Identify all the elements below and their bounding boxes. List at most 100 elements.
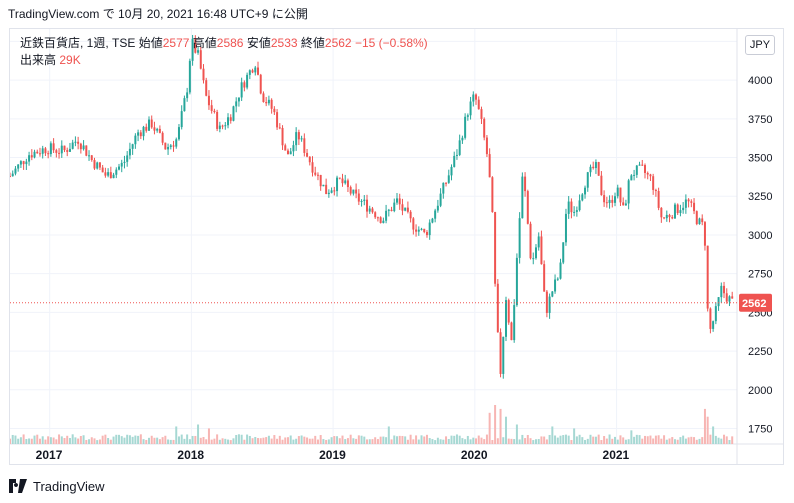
candle-body [698,218,701,225]
volume-bar [379,436,382,444]
volume-bar [191,435,194,444]
candle-body [88,155,91,157]
candle-body [368,208,371,212]
volume-bar [306,437,309,444]
volume-bar [357,435,360,444]
candle-body [646,172,649,175]
volume-bar [10,438,11,444]
volume-bar [311,438,314,444]
y-tick-label: 3500 [748,153,772,165]
low-value: 2533 [270,36,298,50]
candle-body [292,145,295,152]
volume-bar [55,439,58,444]
footer-brand: TradingView [8,474,105,498]
candle-body [725,293,728,302]
candle-body [197,50,200,53]
volume-bar [714,435,717,444]
volume-label: 出来高 [20,53,57,67]
volume-bar [496,438,499,444]
candle-body [237,97,240,102]
volume-bar [693,437,696,444]
candle-body [112,174,115,179]
volume-bar [262,437,265,444]
candle-body [128,148,131,156]
volume-bar [434,440,437,444]
candle-body [216,112,219,129]
volume-bar [30,438,33,444]
volume-bar [213,438,216,444]
volume-bar [385,437,388,444]
candle-body [455,154,458,156]
volume-bar [567,435,570,444]
candle-body [357,193,360,202]
candle-body [232,106,235,121]
x-tick-label: 2019 [319,448,346,462]
candle-body [505,300,508,337]
candle-body [213,110,216,113]
candle-body [246,74,249,88]
candle-body [529,223,532,259]
candle-body [578,200,581,211]
volume-bar [556,437,559,444]
candle-body [270,99,273,109]
volume-bar [635,434,638,444]
volume-bar [183,438,186,444]
volume-bar [663,435,666,444]
candle-body [371,208,374,213]
volume-bar [131,436,134,444]
volume-bar [134,435,137,444]
candle-body [608,199,611,203]
candle-body [276,112,279,128]
volume-bar [278,435,281,444]
chart-pane[interactable]: 1750 2000 2250 2500 2750 3000 3250 3500 3750 4000… [9,28,784,465]
candle-body [207,95,210,106]
volume-bar [322,439,325,444]
volume-bar [63,438,66,444]
volume-bar [404,436,407,444]
candle-body [507,300,510,323]
candle-body [480,109,483,119]
volume-bar [276,438,279,444]
volume-bar [578,434,581,444]
volume-bar [147,437,150,444]
volume-bar [649,435,652,444]
volume-bar [477,435,480,444]
volume-bar [267,435,270,444]
volume-bar [207,428,210,444]
candle-body [325,184,328,195]
candle-body [227,117,230,126]
volume-bar [257,438,260,444]
volume-bar [96,440,99,444]
volume-bar [281,439,284,444]
candle-body [693,202,696,212]
candle-body [717,297,720,307]
candle-body [502,336,505,374]
candle-body [123,161,126,163]
candle-body [355,189,358,194]
candle-body [158,128,161,133]
candle-body [712,321,715,329]
candle-body [98,162,101,168]
price-chart[interactable]: 1750200022502500275030003250350037504000… [10,29,784,465]
currency-button[interactable]: JPY [745,35,775,55]
volume-bar [25,438,28,444]
volume-value: 29K [59,53,81,67]
candle-body [652,176,655,190]
volume-bar [594,436,597,444]
change-value: −15 (−0.58%) [354,36,428,50]
candle-body [499,332,502,374]
candle-body [592,166,595,169]
candle-body [349,187,352,194]
candle-body [352,189,355,194]
volume-bar [60,436,63,444]
volume-bar [197,424,200,444]
volume-bar [510,438,513,444]
candle-body [19,161,22,165]
volume-bar [469,439,472,444]
candle-body [289,151,292,155]
volume-bar [202,437,205,444]
candle-body [22,161,25,165]
candle-body [417,229,420,232]
candle-body [543,264,546,292]
volume-bar [684,438,687,444]
